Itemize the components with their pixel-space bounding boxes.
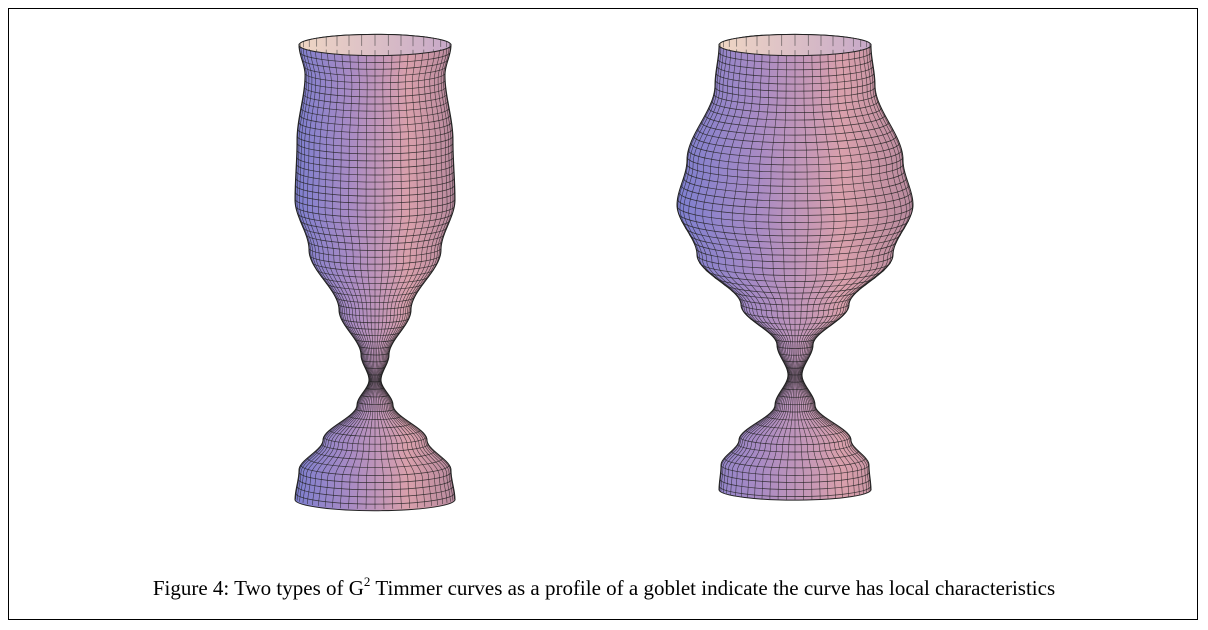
caption-superscript: 2 (364, 574, 371, 589)
caption-label: Figure 4: (153, 576, 229, 600)
caption-text: Two types of G (234, 576, 364, 600)
goblets (295, 34, 913, 510)
caption-text: Timmer curves as a profile of a goblet i… (375, 576, 1055, 600)
page: Figure 4: Two types of G2 Timmer curves a… (0, 0, 1208, 630)
goblet-figure (0, 0, 1208, 570)
goblet (677, 34, 913, 500)
goblet (295, 34, 455, 510)
figure-caption: Figure 4: Two types of G2 Timmer curves a… (0, 576, 1208, 601)
